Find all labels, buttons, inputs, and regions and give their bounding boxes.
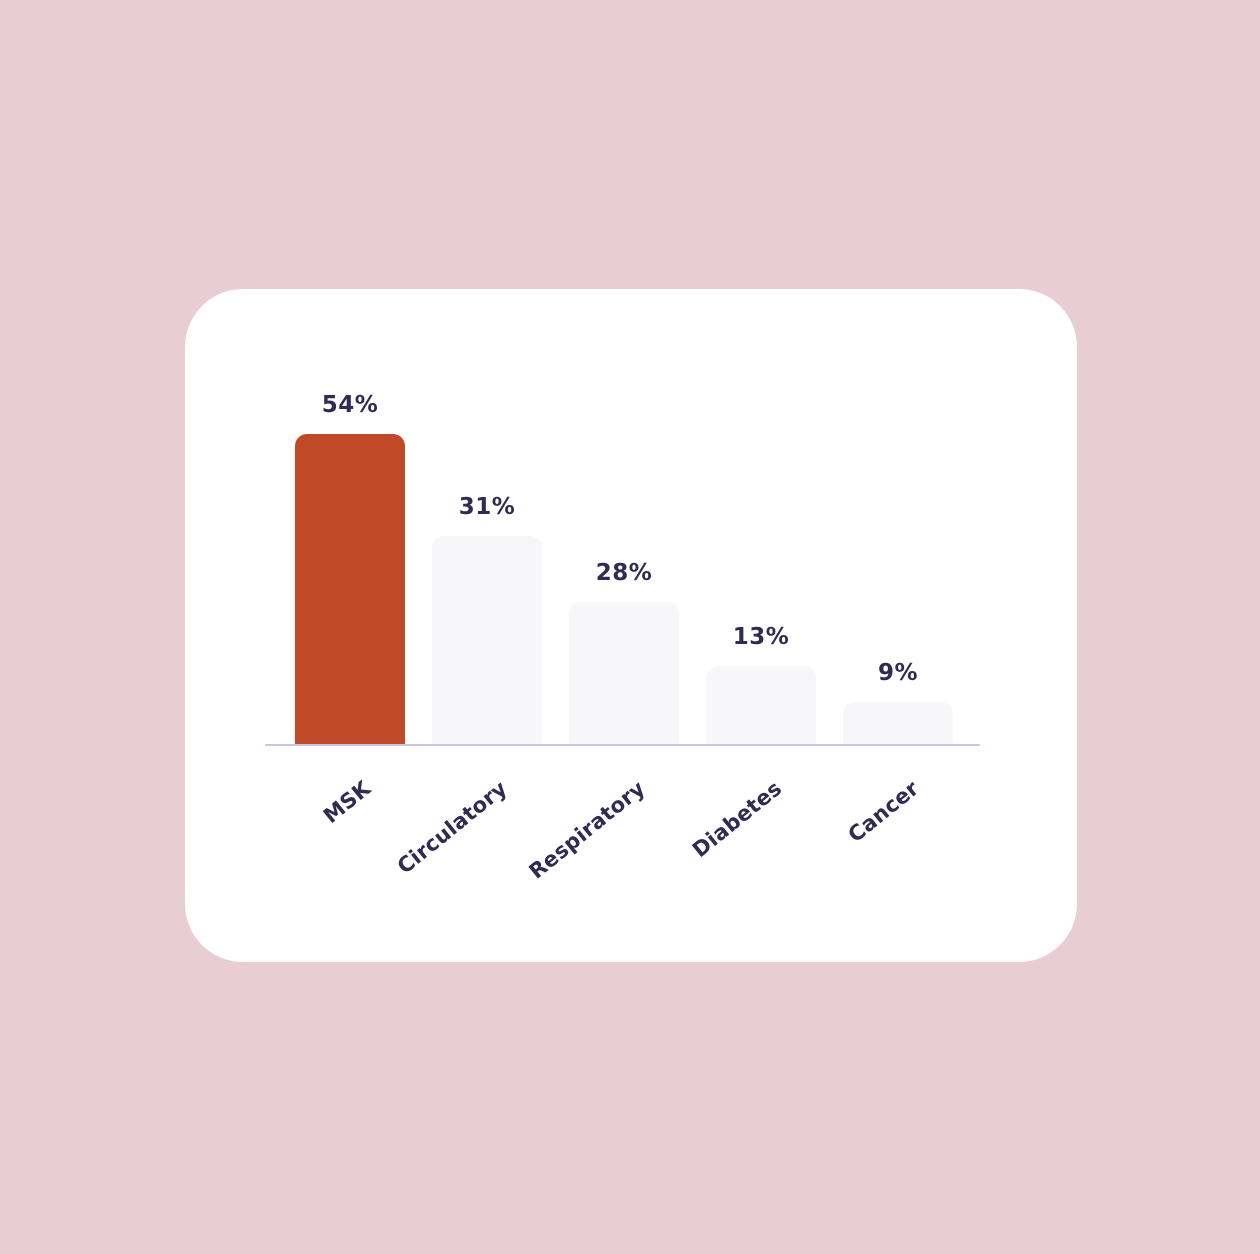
bar-value-label: 13%	[732, 624, 790, 650]
bar-diabetes	[706, 666, 816, 744]
bar-circulatory	[432, 536, 542, 744]
chart-card: 54% MSK 31% Circulatory 28% Respiratory 13% Dia…	[185, 289, 1077, 962]
bar-value-label: 28%	[595, 560, 653, 586]
bar-value-label: 31%	[458, 494, 516, 520]
bar-msk	[295, 434, 405, 744]
bar-group-msk: 54% MSK	[295, 392, 405, 828]
x-axis-label-cancer: Cancer	[843, 776, 924, 848]
bars-container: 54% MSK 31% Circulatory 28% Respiratory 13% Dia…	[295, 392, 953, 884]
bar-group-circulatory: 31% Circulatory	[393, 494, 542, 879]
x-axis-line	[265, 744, 980, 746]
x-axis-label-msk: MSK	[318, 776, 376, 829]
bar-group-respiratory: 28% Respiratory	[524, 560, 679, 884]
bar-respiratory	[569, 602, 679, 744]
bar-group-diabetes: 13% Diabetes	[688, 624, 816, 862]
x-axis-label-diabetes: Diabetes	[687, 776, 787, 863]
bar-cancer	[843, 702, 953, 744]
x-axis-label-respiratory: Respiratory	[524, 776, 650, 884]
x-axis-label-circulatory: Circulatory	[393, 776, 513, 879]
bar-group-cancer: 9% Cancer	[843, 660, 953, 847]
bar-value-label: 54%	[321, 392, 379, 418]
bar-value-label: 9%	[877, 660, 919, 686]
